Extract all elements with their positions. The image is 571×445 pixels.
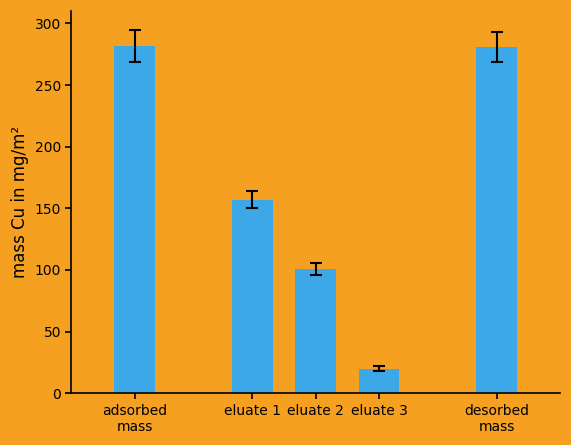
- Bar: [476, 47, 517, 393]
- Bar: [232, 200, 273, 393]
- Bar: [359, 368, 399, 393]
- Bar: [295, 269, 336, 393]
- Y-axis label: mass Cu in mg/m²: mass Cu in mg/m²: [11, 126, 29, 278]
- Bar: [114, 46, 155, 393]
